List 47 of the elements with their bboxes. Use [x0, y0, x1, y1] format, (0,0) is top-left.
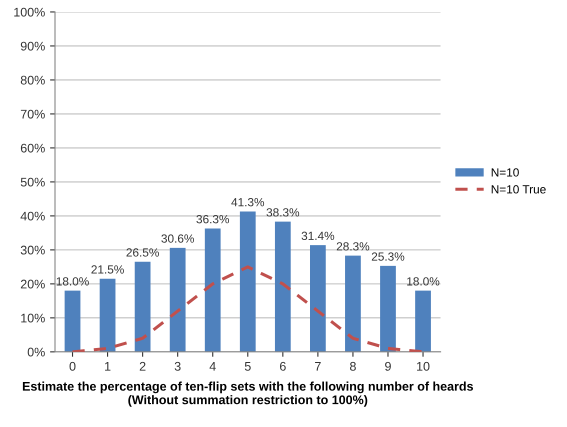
- x-tick-label: 3: [174, 362, 181, 371]
- y-tick-label: 60%: [20, 144, 45, 153]
- data-label: 41.3%: [231, 198, 264, 206]
- data-label: 31.4%: [302, 232, 334, 240]
- y-tick-label: 90%: [20, 42, 45, 51]
- y-tick-label: 50%: [20, 178, 45, 187]
- x-tick-label: 7: [315, 362, 321, 371]
- data-label: 30.6%: [161, 234, 194, 243]
- bar: [204, 228, 221, 352]
- y-tick-label: 30%: [20, 246, 45, 255]
- bar: [170, 248, 186, 352]
- y-tick-label: 0%: [28, 348, 45, 356]
- bar: [134, 262, 151, 352]
- x-tick-label: 9: [385, 362, 391, 371]
- data-label: 26.5%: [126, 248, 159, 257]
- data-label: 28.3%: [336, 242, 370, 251]
- bar: [380, 266, 396, 352]
- y-tick-label: 40%: [20, 212, 45, 221]
- bar: [64, 290, 80, 352]
- data-label: 21.5%: [91, 265, 124, 274]
- bar: [310, 245, 326, 352]
- x-tick-label: 1: [105, 362, 110, 371]
- y-tick-label: 70%: [20, 110, 45, 119]
- data-label: 18.0%: [407, 277, 440, 286]
- bar: [100, 278, 116, 352]
- x-tick-label: 8: [350, 362, 356, 371]
- x-tick-label: 0: [70, 362, 76, 371]
- x-tick-label: 5: [244, 362, 251, 371]
- data-label: 38.3%: [266, 208, 300, 217]
- bar: [415, 290, 431, 352]
- bar: [345, 256, 361, 352]
- data-label: 18.0%: [56, 277, 89, 286]
- bar: [240, 211, 256, 352]
- legend-label: N=10 True: [492, 185, 546, 194]
- x-tick-label: 4: [210, 362, 216, 371]
- bar: [274, 222, 291, 352]
- x-tick-label: 6: [280, 362, 286, 371]
- y-tick-label: 80%: [20, 76, 45, 85]
- x-axis-title: Estimate the percentage of ten-flip sets with the following number of heards (Without summation restriction to 100%): [22, 382, 474, 407]
- x-tick-label: 10: [417, 362, 430, 371]
- y-tick-label: 20%: [20, 280, 45, 289]
- legend-label: N=10: [492, 168, 519, 177]
- y-tick-label: 100%: [14, 8, 45, 17]
- data-label: 25.3%: [372, 252, 404, 261]
- x-tick-label: 2: [140, 362, 146, 371]
- y-tick-label: 10%: [21, 314, 45, 323]
- data-label: 36.3%: [196, 214, 230, 224]
